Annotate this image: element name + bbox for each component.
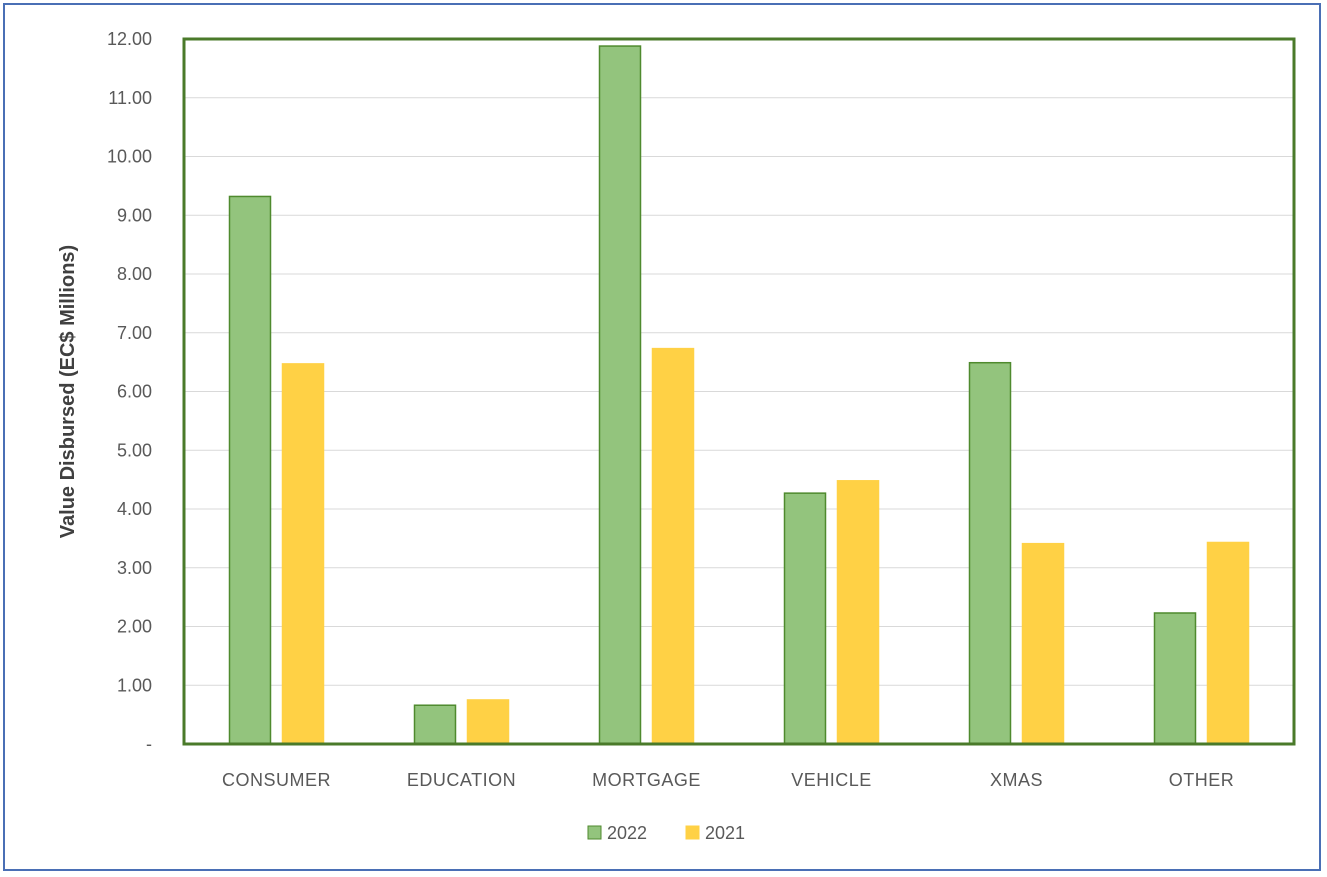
bar-2021-vehicle [836,480,880,745]
y-tick-label: 7.00 [117,323,152,343]
y-tick-label: 1.00 [117,675,152,695]
bar-2021-mortgage [651,347,695,745]
x-tick-label: XMAS [990,770,1043,790]
y-tick-label: 6.00 [117,382,152,402]
legend-swatch-2022 [587,825,602,840]
gridlines [184,97,1294,686]
x-axis-labels: CONSUMER EDUCATION MORTGAGE VEHICLE XMAS OTHE… [222,770,1234,790]
legend-swatch-2021 [685,825,700,840]
legend-label-2022: 2022 [607,823,647,843]
legend: 2022 2021 [587,823,745,843]
y-tick-label: 3.00 [117,558,152,578]
y-tick-label: 10.00 [107,147,152,167]
bar-2021-education [466,699,510,745]
x-tick-label: CONSUMER [222,770,331,790]
y-axis-title: Value Disbursed (EC$ Millions) [57,245,79,538]
x-tick-label: VEHICLE [791,770,872,790]
bar-2021-consumer [281,363,325,745]
bars [228,45,1250,745]
plot-area-border [182,37,1296,746]
bar-2022-education [413,704,457,745]
y-tick-label: 12.00 [107,29,152,49]
bar-2022-consumer [228,195,272,745]
legend-label-2021: 2021 [705,823,745,843]
bar-2022-mortgage [598,45,642,745]
y-tick-label: 8.00 [117,264,152,284]
x-tick-label: OTHER [1169,770,1235,790]
y-tick-label: 11.00 [108,88,152,108]
bar-2022-vehicle [783,492,827,745]
bar-2021-xmas [1021,542,1065,745]
x-tick-label: MORTGAGE [592,770,701,790]
y-axis-ticks: - 1.00 2.00 3.00 4.00 5.00 6.00 7.00 8.00 9.00 10.… [107,29,152,754]
x-tick-label: EDUCATION [407,770,516,790]
bar-2021-other [1206,541,1250,745]
y-tick-label: - [146,734,152,754]
bar-2022-xmas [968,361,1012,745]
y-tick-label: 5.00 [117,440,152,460]
y-tick-label: 9.00 [117,205,152,225]
y-tick-label: 4.00 [117,499,152,519]
y-tick-label: 2.00 [117,617,152,637]
bar-2022-other [1153,612,1197,745]
